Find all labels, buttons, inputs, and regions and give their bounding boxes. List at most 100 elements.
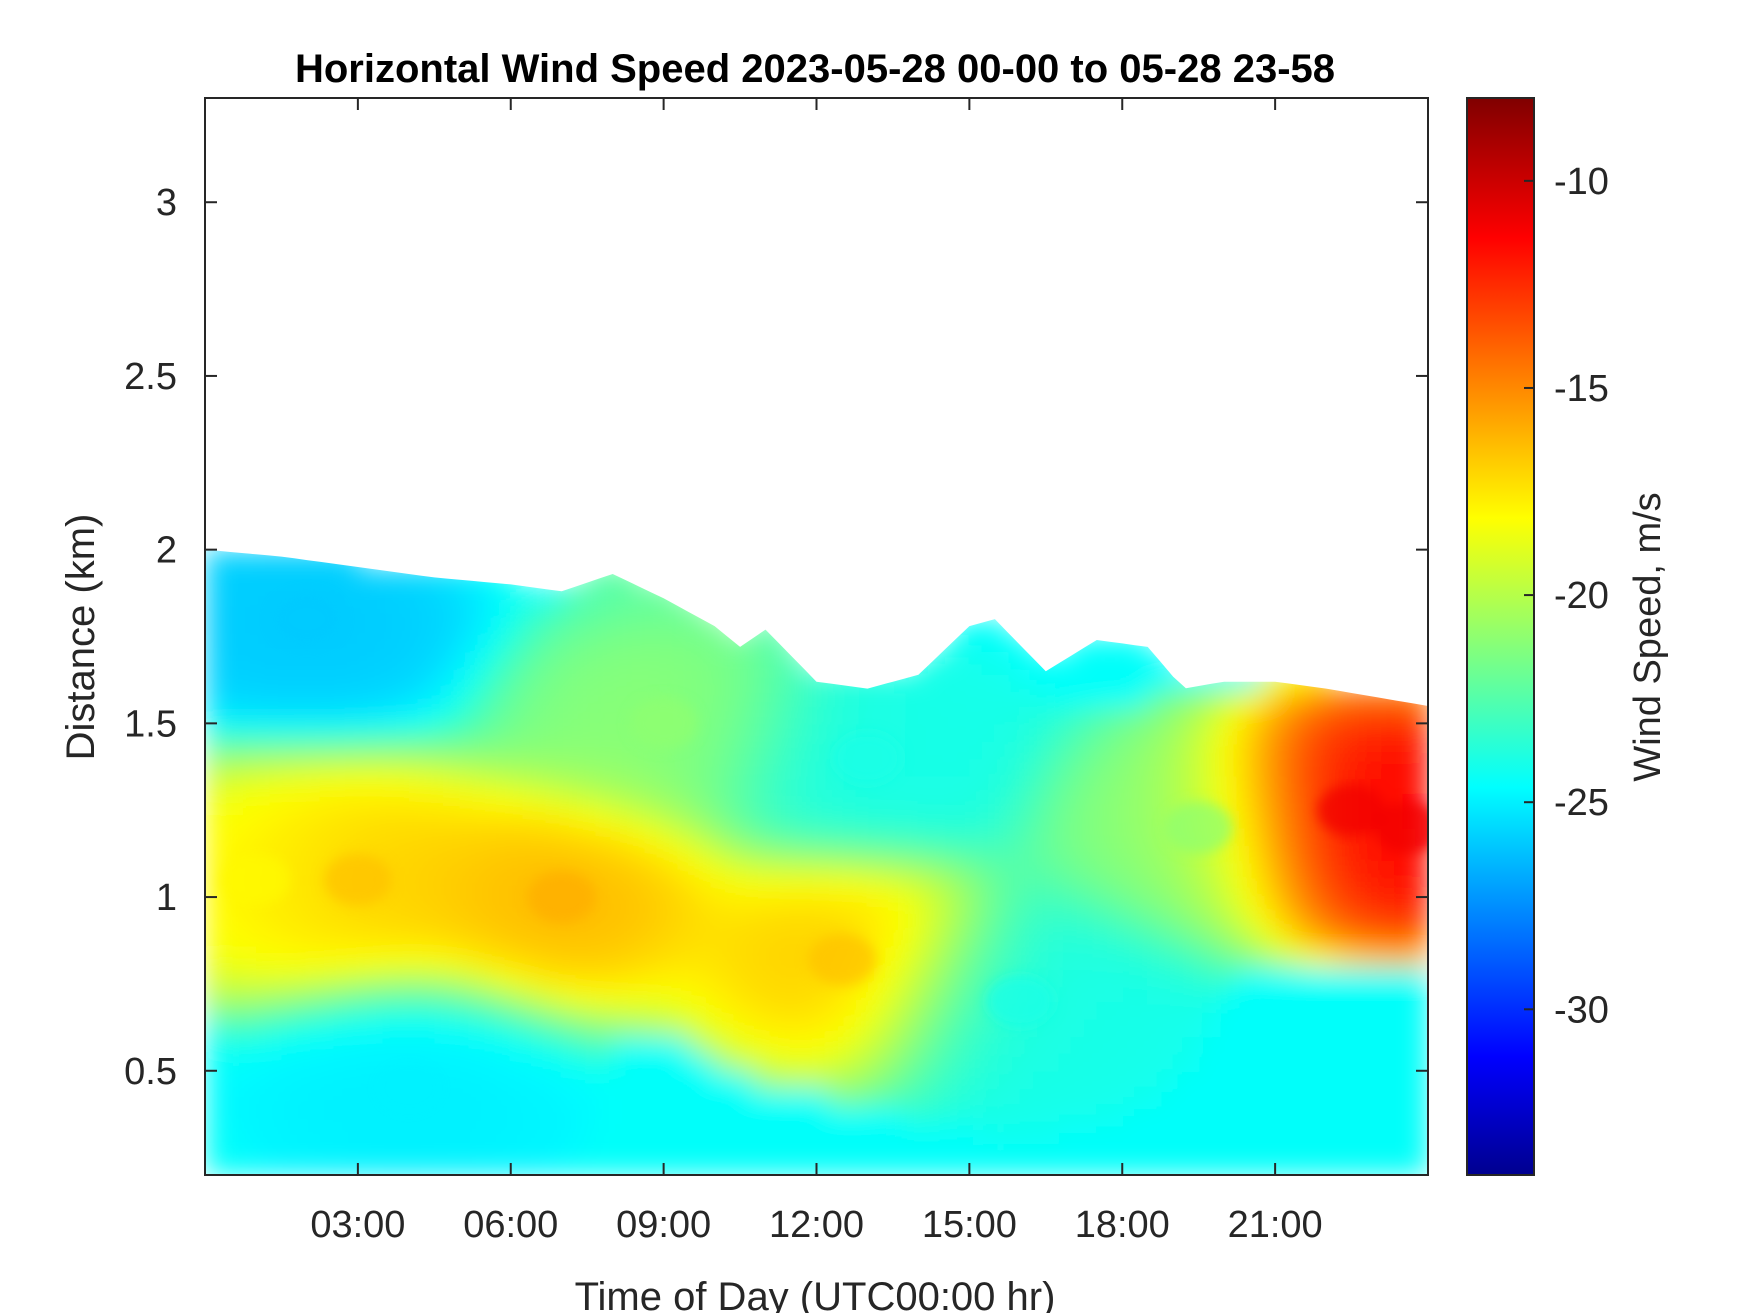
heatmap-cell [383, 983, 398, 1003]
heatmap-cell [956, 671, 971, 690]
heatmap-cell [994, 723, 1009, 742]
heatmap-cell [459, 1088, 474, 1107]
heatmap-cell [294, 775, 308, 794]
heatmap-cell [956, 792, 971, 812]
heatmap-cell [230, 549, 245, 568]
heatmap-cell [523, 653, 538, 673]
heatmap-cell [791, 845, 805, 864]
heatmap-cell [421, 671, 436, 690]
heatmap-cell [829, 706, 843, 725]
heatmap-cell [956, 706, 971, 725]
heatmap-cell [892, 897, 907, 916]
heatmap-cell [803, 792, 818, 812]
heatmap-cell [357, 636, 372, 655]
heatmap-cell [1185, 758, 1200, 777]
heatmap-cell [217, 949, 232, 968]
heatmap-cell [1020, 671, 1034, 690]
heatmap-cell [256, 653, 270, 673]
heatmap-cell [816, 1140, 831, 1159]
heatmap-cell [1351, 1105, 1366, 1124]
heatmap-cell [969, 914, 984, 933]
heatmap-cell [982, 1018, 996, 1038]
heatmap-cell [1160, 1157, 1175, 1175]
heatmap-cell [625, 1053, 640, 1072]
heatmap-cell [574, 1105, 589, 1124]
heatmap-cell [943, 1053, 958, 1072]
x-tick-label: 06:00 [463, 1204, 558, 1246]
heatmap-cell [714, 1036, 729, 1055]
heatmap-cell [1415, 1088, 1428, 1107]
heatmap-cell [1287, 897, 1302, 916]
heatmap-cell [1326, 1088, 1340, 1107]
heatmap-cell [1389, 1001, 1404, 1020]
heatmap-cell [714, 1122, 729, 1142]
heatmap-cell [905, 983, 920, 1003]
heatmap-cell [587, 706, 601, 725]
heatmap-cell [370, 567, 385, 586]
heatmap-cell [523, 949, 538, 968]
heatmap-cell [1211, 966, 1226, 985]
heatmap-cell [510, 862, 525, 881]
heatmap-cell [905, 845, 920, 864]
heatmap-cell [1236, 1053, 1251, 1072]
heatmap-cell [1338, 1053, 1353, 1072]
heatmap-cell [1224, 879, 1238, 899]
heatmap-cell [561, 827, 576, 846]
heatmap-cell [1326, 949, 1340, 968]
heatmap-cell [1185, 897, 1200, 916]
heatmap-cell [1147, 758, 1162, 777]
heatmap-cell [243, 966, 257, 985]
heatmap-cell [345, 914, 359, 933]
heatmap-cell [1071, 1001, 1085, 1020]
heatmap-cell [230, 636, 245, 655]
heatmap-cell [447, 845, 461, 864]
heatmap-cell [982, 827, 996, 846]
heatmap-cell [956, 966, 971, 985]
heatmap-cell [383, 653, 398, 673]
heatmap-cell [217, 1001, 232, 1020]
heatmap-cell [345, 792, 359, 812]
heatmap-cell [370, 1122, 385, 1142]
heatmap-cell [268, 827, 283, 846]
heatmap-cell [434, 601, 448, 621]
heatmap-cell [1326, 1018, 1340, 1038]
heatmap-cell [638, 636, 652, 655]
heatmap-cell [345, 1122, 359, 1142]
heatmap-cell [867, 897, 882, 916]
heatmap-cell [1160, 1105, 1175, 1124]
heatmap-cell [740, 845, 754, 864]
heatmap-cell [791, 862, 805, 881]
heatmap-cell [549, 619, 563, 638]
heatmap-cell [791, 758, 805, 777]
heatmap-cell [765, 966, 780, 985]
heatmap-cell [625, 775, 640, 794]
wind-sample-mark [833, 732, 902, 785]
heatmap-cell [268, 914, 283, 933]
heatmap-cell [663, 671, 678, 690]
heatmap-cell [561, 653, 576, 673]
heatmap-cell [306, 792, 321, 812]
heatmap-cell [994, 1122, 1009, 1142]
heatmap-cell [854, 1070, 869, 1090]
heatmap-cell [256, 949, 270, 968]
heatmap-cell [396, 827, 410, 846]
heatmap-cell [1185, 914, 1200, 933]
heatmap-cell [306, 914, 321, 933]
heatmap-cell [383, 914, 398, 933]
heatmap-cell [867, 931, 882, 951]
heatmap-cell [1415, 914, 1428, 933]
heatmap-cell [689, 1018, 703, 1038]
heatmap-cell [472, 827, 487, 846]
heatmap-cell [1262, 1140, 1277, 1159]
heatmap-cell [612, 966, 627, 985]
heatmap-cell [1045, 671, 1060, 690]
heatmap-cell [1135, 1001, 1149, 1020]
heatmap-cell [663, 1157, 678, 1175]
heatmap-cell [612, 897, 627, 916]
heatmap-cell [714, 636, 729, 655]
heatmap-cell [1135, 897, 1149, 916]
heatmap-cell [561, 775, 576, 794]
heatmap-cell [931, 706, 945, 725]
heatmap-cell [1262, 862, 1277, 881]
heatmap-cell [472, 949, 487, 968]
